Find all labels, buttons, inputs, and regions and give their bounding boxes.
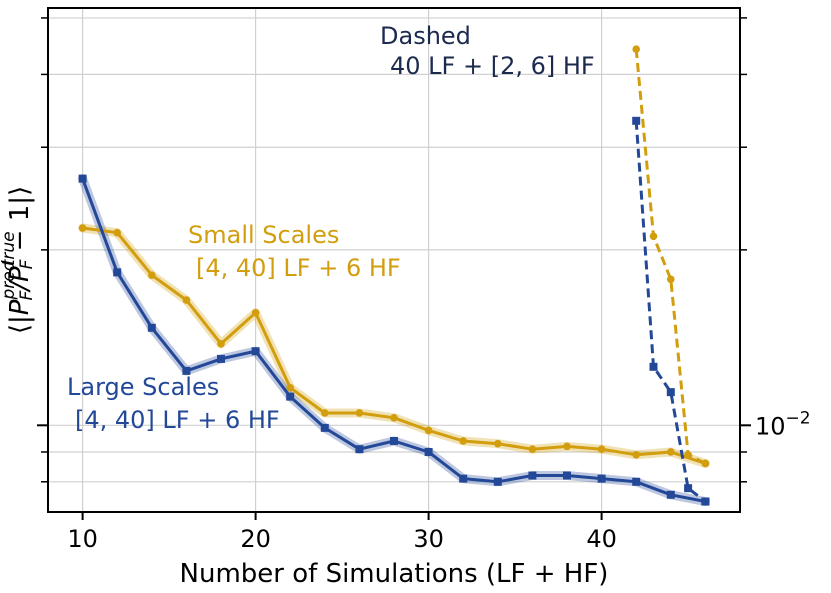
data-point bbox=[424, 447, 433, 456]
data-point bbox=[667, 275, 675, 284]
series-markers bbox=[78, 45, 710, 506]
data-point bbox=[147, 323, 156, 332]
data-point bbox=[494, 439, 502, 448]
series-line-dashed-small bbox=[634, 48, 707, 465]
data-point bbox=[113, 268, 122, 277]
data-point bbox=[78, 174, 87, 183]
data-point bbox=[320, 423, 329, 432]
data-point bbox=[182, 296, 191, 304]
data-point bbox=[701, 459, 710, 468]
data-point bbox=[632, 116, 641, 125]
data-point bbox=[701, 497, 710, 506]
data-point bbox=[632, 45, 640, 53]
data-point bbox=[286, 383, 295, 392]
annotation-large-line2: [4, 40] LF + 6 HF bbox=[75, 406, 280, 434]
data-point bbox=[563, 442, 571, 451]
data-point bbox=[355, 409, 364, 417]
data-point bbox=[424, 426, 433, 435]
data-point bbox=[217, 339, 225, 348]
data-point bbox=[459, 474, 468, 483]
annotation-small-line1: Small Scales bbox=[188, 221, 339, 249]
data-point bbox=[632, 451, 640, 459]
data-point bbox=[667, 448, 675, 456]
data-point bbox=[78, 224, 87, 232]
data-point bbox=[113, 228, 121, 237]
series-line-dashed-large bbox=[634, 120, 707, 503]
annotation-dashed-line1: Dashed bbox=[380, 22, 471, 50]
data-point bbox=[597, 445, 606, 453]
data-point bbox=[632, 477, 641, 486]
x-tick-label: 40 bbox=[586, 525, 617, 553]
y-axis-label: ⟨|PpredF/PtrueF − 1|⟩ bbox=[0, 186, 37, 334]
data-point bbox=[217, 354, 225, 363]
data-point bbox=[666, 388, 675, 397]
plot-frame bbox=[47, 7, 741, 513]
y-axis-ticks: 10−2 bbox=[37, 17, 811, 483]
data-point bbox=[182, 366, 191, 375]
data-point bbox=[684, 484, 693, 493]
x-axis-ticks: 10 20 30 40 bbox=[67, 512, 617, 553]
uncertainty-bands bbox=[78, 174, 710, 506]
data-point bbox=[355, 445, 364, 454]
data-point bbox=[528, 471, 537, 480]
data-point bbox=[251, 347, 260, 356]
data-point bbox=[528, 445, 537, 453]
data-point bbox=[321, 409, 329, 417]
x-tick-label: 20 bbox=[240, 525, 271, 553]
data-point bbox=[649, 362, 658, 371]
data-point bbox=[666, 490, 675, 499]
annotation-small-line2: [4, 40] LF + 6 HF bbox=[196, 254, 401, 282]
data-point bbox=[390, 436, 398, 445]
x-axis-label: Number of Simulations (LF + HF) bbox=[180, 559, 609, 589]
annotation-large-line1: Large Scales bbox=[67, 373, 219, 401]
data-point bbox=[286, 392, 295, 401]
data-point bbox=[390, 414, 398, 422]
data-point bbox=[649, 232, 658, 241]
data-point bbox=[493, 477, 502, 486]
data-point bbox=[684, 451, 692, 459]
x-tick-label: 10 bbox=[67, 525, 98, 553]
data-point bbox=[459, 437, 468, 445]
data-point bbox=[597, 474, 606, 483]
y-tick-label: 10−2 bbox=[755, 408, 811, 440]
annotation-dashed-line2: 40 LF + [2, 6] HF bbox=[390, 52, 595, 80]
grid bbox=[48, 8, 740, 512]
x-tick-label: 30 bbox=[413, 525, 444, 553]
data-point bbox=[563, 471, 571, 480]
data-point bbox=[148, 271, 156, 279]
data-point bbox=[251, 308, 260, 317]
